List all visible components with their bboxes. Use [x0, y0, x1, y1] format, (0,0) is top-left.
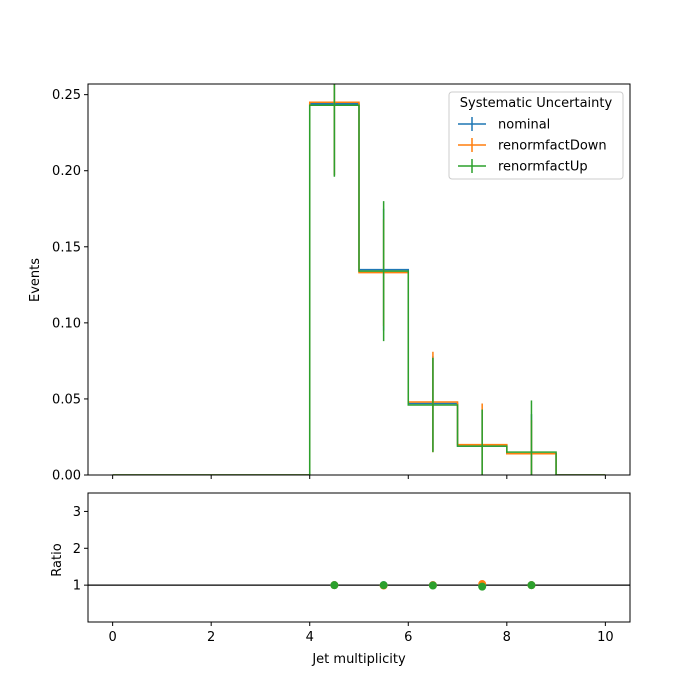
ratio-x-tick-label: 10	[597, 630, 614, 645]
ratio-axes-frame	[87, 492, 631, 623]
main-y-tick-label: 0.15	[52, 240, 81, 255]
legend-frame	[448, 91, 624, 180]
ratio-y-axis-ticks: 1 2 3	[73, 505, 88, 594]
ratio-x-tick-label: 2	[207, 630, 215, 645]
x-axis-label: Jet multiplicity	[311, 652, 406, 667]
main-histogram-panel: 0.00 0.05 0.10 0.15 0.20 0.25 Events Systemat…	[28, 83, 631, 484]
ratio-x-tick-label: 6	[404, 630, 412, 645]
main-y-axis-label: Events	[28, 258, 43, 302]
legend-title: Systematic Uncertainty	[460, 96, 613, 111]
histogram-step-renormfactup	[112, 104, 606, 475]
ratio-x-axis-ticks: 0 2 4 6 8 10	[108, 622, 614, 645]
main-y-tick-label: 0.00	[52, 469, 81, 484]
legend-label-nominal: nominal	[498, 118, 550, 133]
ratio-y-tick-label: 3	[73, 505, 81, 520]
ratio-y-tick-label: 2	[73, 542, 81, 557]
ratio-x-tick-label: 4	[306, 630, 314, 645]
main-plot-area	[112, 84, 606, 475]
main-y-axis-ticks: 0.00 0.05 0.10 0.15 0.20 0.25	[52, 88, 88, 484]
legend-entries: nominal renormfactDown renormfactUp	[458, 117, 607, 175]
ratio-x-tick-label: 0	[108, 630, 116, 645]
ratio-point-renormfactup	[527, 581, 536, 590]
legend-label-renormfactdown: renormfactDown	[498, 139, 607, 154]
ratio-y-axis-label: Ratio	[50, 543, 65, 576]
main-y-tick-label: 0.20	[52, 164, 81, 179]
ratio-y-tick-label: 1	[73, 579, 81, 594]
legend: Systematic Uncertainty nominal renormfact…	[448, 91, 624, 180]
ratio-point-renormfactup	[478, 582, 487, 591]
main-y-tick-label: 0.05	[52, 392, 81, 407]
ratio-point-renormfactup	[428, 581, 437, 590]
ratio-panel: 1 2 3 0 2 4 6 8 10 Ratio Jet multiplicity	[50, 492, 631, 667]
ratio-point-renormfactup	[330, 581, 339, 590]
main-x-axis-ticks	[112, 475, 606, 479]
main-axes-frame	[87, 83, 631, 476]
main-y-tick-label: 0.25	[52, 88, 81, 103]
legend-label-renormfactup: renormfactUp	[498, 160, 588, 175]
ratio-point-renormfactup	[379, 581, 388, 590]
main-y-tick-label: 0.10	[52, 316, 81, 331]
ratio-x-tick-label: 8	[503, 630, 511, 645]
ratio-plot-area	[88, 580, 630, 591]
